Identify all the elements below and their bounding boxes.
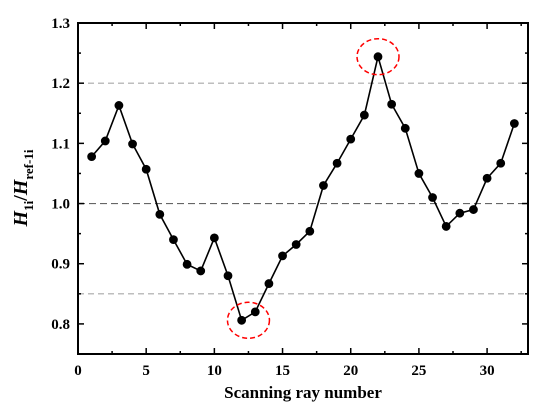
data-point-9 bbox=[196, 266, 206, 276]
data-point-23 bbox=[387, 99, 397, 109]
x-tick-label-6: 30 bbox=[480, 363, 495, 379]
data-point-14 bbox=[264, 279, 274, 288]
data-point-30 bbox=[482, 173, 492, 183]
x-tick-label-0: 0 bbox=[74, 363, 82, 379]
data-point-1 bbox=[87, 152, 97, 162]
data-point-24 bbox=[400, 123, 410, 133]
data-point-28 bbox=[455, 208, 465, 218]
x-tick-label-4: 20 bbox=[343, 363, 358, 379]
x-tick-label-3: 15 bbox=[275, 363, 290, 379]
highlight-circle-0 bbox=[226, 301, 271, 340]
data-point-17 bbox=[305, 226, 315, 236]
data-point-10 bbox=[209, 233, 219, 243]
y-tick-label-0: 0.8 bbox=[51, 317, 70, 333]
data-point-32 bbox=[509, 119, 519, 128]
series-line-0 bbox=[91, 53, 516, 322]
data-point-13 bbox=[250, 307, 260, 317]
y-tick-label-1: 0.9 bbox=[51, 257, 70, 273]
data-point-19 bbox=[332, 158, 342, 168]
data-point-27 bbox=[441, 222, 451, 231]
y-tick-label-5: 1.3 bbox=[51, 16, 70, 32]
x-axis-title: Scanning ray number bbox=[224, 383, 382, 402]
data-point-6 bbox=[155, 209, 165, 219]
annotations bbox=[226, 37, 400, 340]
y-axis-title-h1: H bbox=[10, 209, 32, 227]
data-point-29 bbox=[469, 205, 478, 214]
highlight-circle-1 bbox=[356, 37, 400, 76]
x-tick-label-1: 5 bbox=[142, 363, 150, 379]
ticks: 0 5 10 15 20 25 30 0.8 0.9 1.0 1.1 1.2 1.3 bbox=[51, 16, 528, 379]
axes bbox=[77, 22, 529, 355]
data-point-11 bbox=[223, 271, 233, 281]
data-point-21 bbox=[359, 110, 369, 120]
y-axis-title: H1i/Href-1i bbox=[10, 149, 36, 227]
data-point-8 bbox=[182, 259, 192, 269]
series-group bbox=[87, 52, 519, 325]
data-point-26 bbox=[428, 193, 437, 202]
data-point-18 bbox=[319, 181, 328, 190]
plot-frame bbox=[77, 22, 529, 355]
data-point-16 bbox=[291, 240, 301, 249]
data-point-25 bbox=[414, 169, 424, 178]
data-point-22 bbox=[373, 52, 383, 62]
data-point-12 bbox=[237, 315, 247, 325]
data-point-3 bbox=[114, 101, 124, 110]
data-point-20 bbox=[346, 134, 356, 144]
y-axis-title-h2: H bbox=[10, 178, 32, 196]
x-tick-label-5: 25 bbox=[411, 363, 426, 379]
reference-lines bbox=[78, 82, 528, 295]
data-point-7 bbox=[169, 235, 178, 245]
data-point-15 bbox=[278, 251, 287, 261]
y-tick-label-4: 1.2 bbox=[51, 76, 70, 92]
y-axis-title-slash: / bbox=[10, 195, 32, 202]
y-tick-label-2: 1.0 bbox=[51, 197, 70, 213]
x-tick-label-2: 10 bbox=[207, 363, 222, 379]
data-point-31 bbox=[496, 158, 506, 168]
data-point-4 bbox=[128, 139, 137, 149]
data-point-2 bbox=[100, 136, 110, 146]
y-axis-title-sub2: ref-1i bbox=[21, 149, 36, 179]
data-point-5 bbox=[141, 164, 151, 174]
y-axis-title-sub1: 1i bbox=[21, 200, 36, 211]
y-tick-label-3: 1.1 bbox=[51, 136, 70, 152]
